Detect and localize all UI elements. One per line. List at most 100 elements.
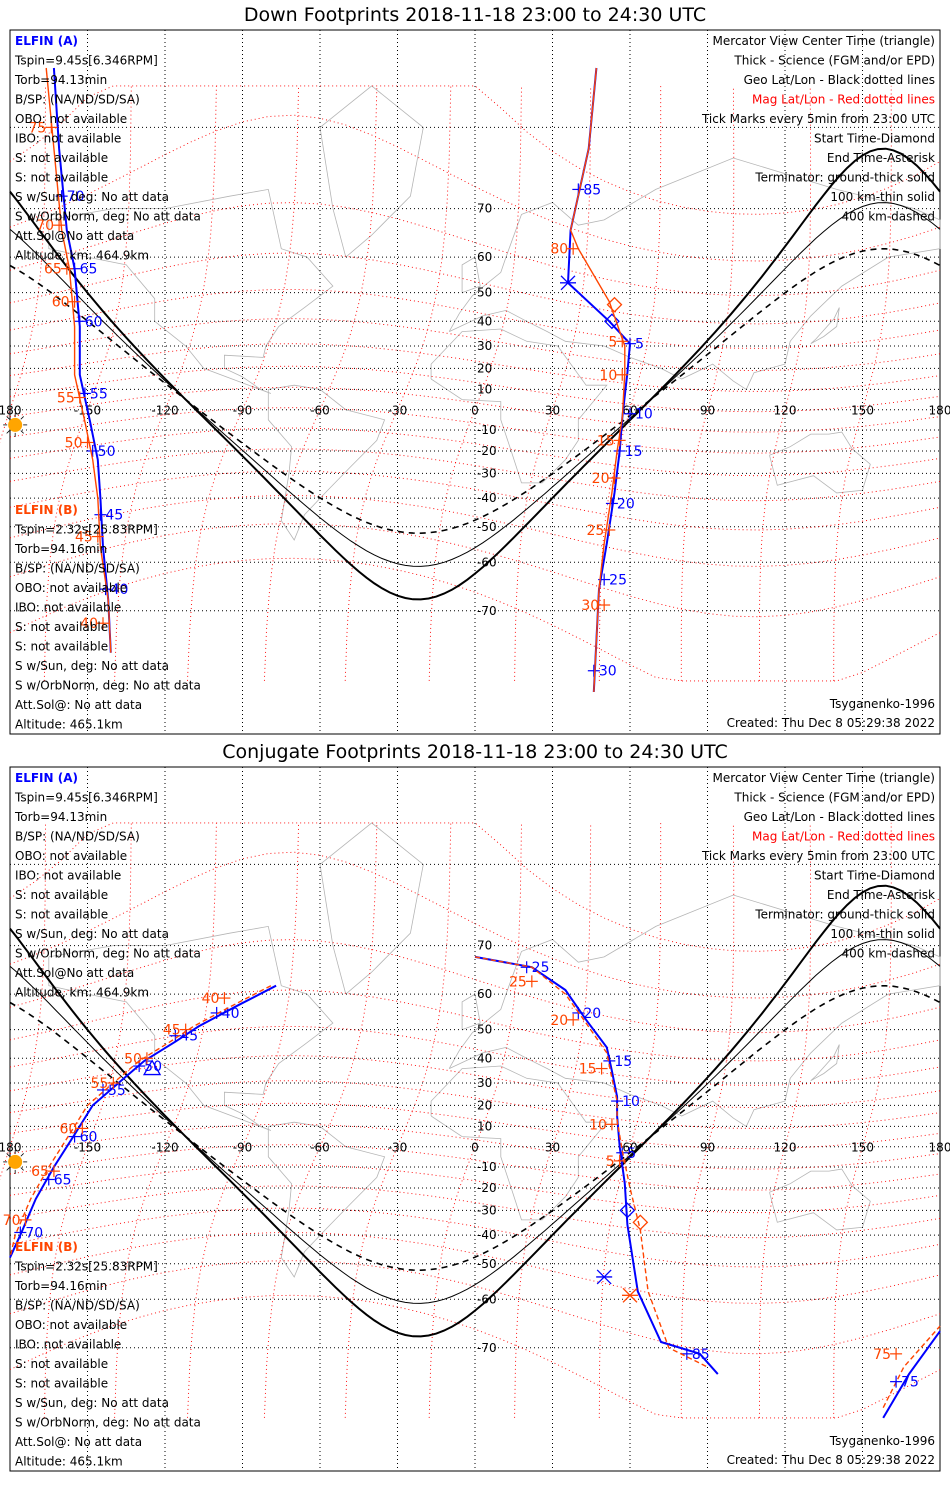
info-a-title: ELFIN (A) — [15, 34, 78, 48]
mag-parallel — [9, 85, 941, 215]
info-b-line: S: not available — [15, 1377, 108, 1391]
legend-line: Geo Lat/Lon - Black dotted lines — [744, 73, 935, 87]
info-b-line: Tspin=2.32s[25.83RPM] — [14, 1260, 158, 1274]
center-triangle — [142, 1059, 162, 1076]
coastline — [769, 431, 871, 494]
y-tick-label: 30 — [477, 339, 492, 353]
start-diamond — [603, 313, 620, 330]
series-track — [882, 1325, 941, 1409]
y-tick-label: 50 — [477, 286, 492, 300]
tick-label: 10 — [589, 1117, 607, 1133]
info-b-line: S: not available — [15, 1357, 108, 1371]
sun-ray — [6, 430, 10, 434]
info-b-line: IBO: not available — [15, 1338, 121, 1352]
sun-ray — [6, 1153, 10, 1157]
tick-label: 25 — [609, 573, 627, 589]
x-tick-label: 180 — [0, 1141, 21, 1155]
mag-meridian — [0, 85, 46, 444]
tick-label: 10 — [622, 1094, 640, 1110]
geo-grid — [10, 30, 940, 734]
info-b-line: Att.Sol@: No att data — [15, 698, 142, 712]
tick-label: 50 — [124, 1051, 142, 1067]
info-a-line: S w/Sun, deg: No att data — [15, 927, 169, 941]
coastline — [48, 925, 334, 1131]
info-b-line: B/SP: (NA/ND/SD/SA) — [15, 562, 140, 576]
tick-label: 5 — [627, 1146, 636, 1162]
legend-line: Mercator View Center Time (triangle) — [713, 34, 935, 48]
legend-line: 400 km-dashed — [841, 210, 935, 224]
tick-label: 25 — [587, 523, 605, 539]
x-tick-label: -120 — [151, 1141, 178, 1155]
series-track — [569, 67, 626, 693]
coastline — [769, 1168, 871, 1231]
tick-label: 65 — [80, 262, 98, 278]
coastline — [810, 307, 840, 345]
info-a-line: OBO: not available — [15, 112, 127, 126]
mag-meridian — [43, 822, 132, 1418]
tick-label: 45 — [180, 1029, 198, 1045]
info-a-line: OBO: not available — [15, 849, 127, 863]
x-tick-label: 120 — [774, 404, 797, 418]
tick-label: 40 — [80, 616, 98, 632]
tick-label: 60 — [60, 1121, 78, 1137]
chart-panel-down: 180 -150 -120 -90 -60 -30 0 30 60 90 120 150 1807060… — [0, 29, 950, 735]
coastline — [448, 157, 941, 390]
info-a-line: Altitude, km: 464.9km — [15, 986, 149, 1000]
terminator-ground — [9, 884, 941, 1338]
x-tick-label: -60 — [310, 1141, 330, 1155]
y-tick-label: -10 — [477, 423, 497, 437]
tick-label: 75 — [29, 120, 47, 136]
x-tick-label: -150 — [74, 1141, 101, 1155]
y-tick-label: -20 — [477, 444, 497, 458]
mag-meridian — [428, 822, 522, 1418]
y-tick-label: 30 — [477, 1076, 492, 1090]
sun-ray — [20, 1167, 24, 1171]
mag-parallel — [9, 1260, 941, 1355]
legend-line: 400 km-dashed — [841, 947, 935, 961]
legend-line: Mercator View Center Time (triangle) — [713, 771, 935, 785]
info-a-line: S w/OrbNorm, deg: No att data — [15, 947, 201, 961]
info-a-line: Att.Sol@No att data — [15, 966, 134, 980]
mag-parallel — [9, 1144, 941, 1191]
y-tick-label: -20 — [477, 1181, 497, 1195]
info-b-line: Altitude: 465.1km — [15, 1455, 123, 1469]
sun-ray — [6, 1167, 10, 1171]
coastline — [267, 384, 386, 541]
sun-ray — [20, 416, 24, 420]
x-tick-label: 0 — [471, 1141, 479, 1155]
tick-label: 75 — [873, 1347, 891, 1363]
tick-label: 55 — [91, 1076, 109, 1092]
info-a-line: Att.Sol@No att data — [15, 229, 134, 243]
info-a-line: Tspin=9.45s[6.346RPM] — [14, 791, 158, 805]
y-tick-label: 10 — [477, 1119, 492, 1133]
tick-label: 60 — [80, 1130, 98, 1146]
sun-rays — [3, 412, 28, 437]
mag-meridian — [187, 85, 300, 681]
mag-grid — [0, 85, 941, 682]
mag-parallel — [9, 407, 941, 454]
legend-line: Start Time-Diamond — [814, 869, 935, 883]
mag-meridian — [263, 85, 378, 681]
info-b-line: OBO: not available — [15, 581, 127, 595]
tick-label: 15 — [579, 1062, 597, 1078]
mag-parallel — [9, 523, 941, 618]
y-tick-label: -40 — [477, 1228, 497, 1242]
mag-parallel — [9, 427, 941, 477]
chart-title: Conjugate Footprints 2018-11-18 23:00 to… — [222, 741, 728, 763]
created-label: Created: Thu Dec 8 05:29:38 2022 — [727, 716, 935, 730]
sun-ray — [20, 430, 24, 434]
legend-line: 100 km-thin solid — [830, 927, 935, 941]
y-tick-label: 70 — [477, 202, 492, 216]
tick-label: 5 — [606, 1154, 615, 1170]
legend-line: Tick Marks every 5min from 23:00 UTC — [701, 112, 935, 126]
info-b-line: B/SP: (NA/ND/SD/SA) — [15, 1299, 140, 1313]
y-tick-label: -70 — [477, 1341, 497, 1355]
info-a-line: Torb=94.13min — [14, 73, 107, 87]
y-tick-label: 20 — [477, 1098, 492, 1112]
legend-line: Start Time-Diamond — [814, 132, 935, 146]
y-tick-label: 10 — [477, 382, 492, 396]
terminator-400km — [9, 984, 941, 1272]
sun-marker — [8, 1154, 23, 1169]
info-a-line: IBO: not available — [15, 869, 121, 883]
y-tick-label: 60 — [477, 987, 492, 1001]
